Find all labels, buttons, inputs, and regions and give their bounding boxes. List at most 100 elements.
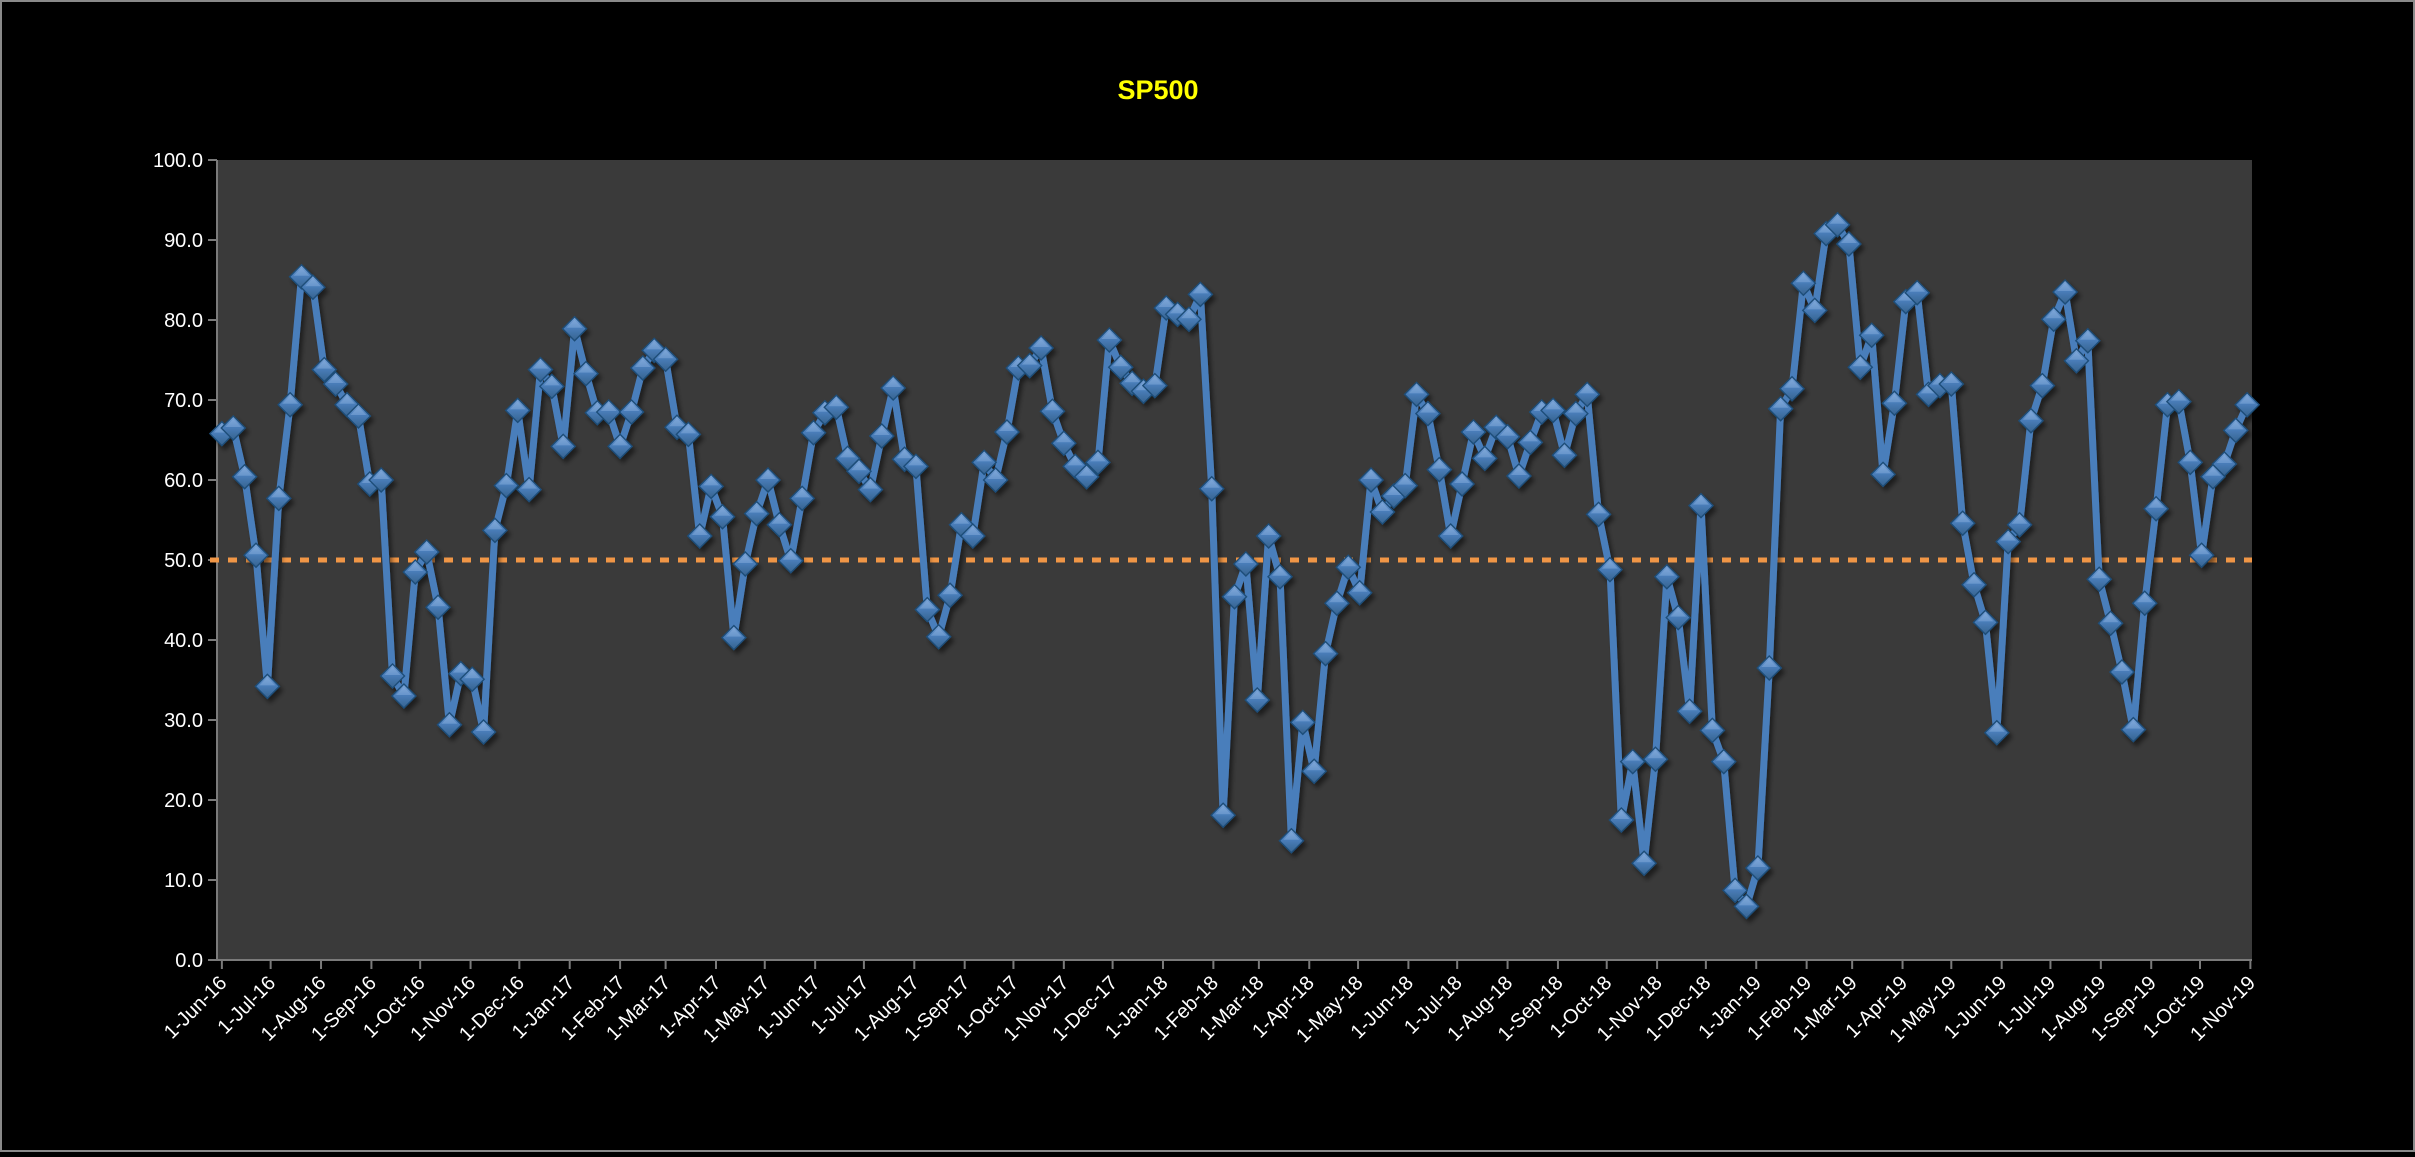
data-point-marker (2108, 659, 2135, 685)
data-point-marker-highlight (1692, 496, 1709, 505)
data-point-marker-highlight (1340, 558, 1357, 567)
data-point-marker (1426, 456, 1453, 483)
y-axis-label: 10.0 (164, 870, 203, 892)
data-point-marker (1744, 855, 1771, 881)
data-point-marker-highlight (1806, 301, 1823, 310)
data-point-marker-highlight (1249, 691, 1266, 699)
data-point-marker (1847, 354, 1874, 381)
data-point-marker (265, 485, 292, 512)
data-point-marker-highlight (1590, 505, 1607, 514)
data-point-marker (425, 594, 452, 621)
data-point-marker (1198, 475, 1225, 502)
data-point-marker-highlight (475, 723, 492, 731)
data-point-marker-highlight (1306, 762, 1323, 771)
data-point-marker-highlight (384, 667, 401, 675)
data-point-marker-highlight (1601, 560, 1618, 569)
data-point-marker-highlight (1044, 402, 1061, 411)
data-point-marker-highlight (976, 453, 993, 462)
data-point-marker-highlight (2068, 351, 2085, 360)
data-point-marker-highlight (236, 467, 253, 476)
data-point-marker-highlight (1966, 575, 1983, 584)
data-point-marker-highlight (1442, 527, 1459, 535)
data-point-marker-highlight (2011, 515, 2028, 524)
data-point-marker-highlight (1385, 487, 1402, 495)
data-point-marker (823, 394, 850, 421)
data-point-marker-highlight (1761, 659, 1778, 667)
data-point-marker-highlight (1055, 434, 1072, 443)
data-point-marker-highlight (2193, 546, 2210, 555)
data-point-marker (390, 683, 417, 709)
data-point-marker (1323, 590, 1350, 617)
data-point-marker (1028, 335, 1055, 361)
data-point-marker (2222, 417, 2249, 444)
data-point-marker (1653, 563, 1680, 590)
data-point-marker-highlight (2045, 310, 2062, 319)
data-point-marker-highlight (862, 480, 879, 489)
data-point-marker-highlight (2034, 376, 2051, 385)
data-point-marker (959, 523, 986, 549)
data-point-marker (1335, 554, 1362, 581)
data-point-marker-highlight (1237, 555, 1254, 563)
data-point-marker (1210, 802, 1237, 829)
data-point-marker-highlight (714, 507, 731, 516)
y-axis-label: 60.0 (164, 470, 203, 492)
data-point-marker-highlight (691, 527, 708, 535)
data-point-marker-highlight (509, 401, 526, 410)
data-point-marker (1460, 419, 1487, 445)
y-axis-label: 20.0 (164, 790, 203, 812)
data-point-marker-highlight (998, 423, 1015, 431)
data-point-marker (1756, 655, 1783, 681)
data-point-marker-highlight (1101, 331, 1118, 339)
data-point-marker (1688, 492, 1714, 519)
data-point-marker-highlight (907, 457, 924, 466)
data-point-marker-highlight (828, 398, 845, 407)
data-point-marker (982, 467, 1009, 493)
data-point-marker-highlight (646, 341, 663, 350)
data-point-marker (1596, 556, 1623, 583)
data-point-marker (732, 551, 759, 577)
data-point-marker (459, 666, 486, 693)
data-point-marker-highlight (1738, 897, 1755, 906)
data-point-marker (686, 523, 713, 549)
data-point-marker (766, 511, 793, 538)
data-point-marker (2165, 388, 2192, 415)
data-point-marker (1016, 352, 1043, 379)
data-point-marker-highlight (339, 395, 356, 404)
data-point-marker-highlight (1863, 326, 1880, 335)
chart-title: SP500 (1117, 75, 1198, 105)
data-point-marker-highlight (1158, 299, 1175, 307)
data-point-marker-highlight (1772, 399, 1789, 408)
data-point-marker (1665, 604, 1692, 631)
x-axis-label: 1-Jun-16 (160, 972, 231, 1043)
data-point-marker-highlight (987, 471, 1004, 479)
data-point-marker-highlight (794, 489, 811, 498)
data-point-marker (572, 360, 599, 387)
data-point-marker (755, 467, 781, 493)
data-point-marker (1642, 746, 1669, 773)
data-point-marker (1403, 381, 1430, 408)
data-point-marker (1232, 551, 1259, 577)
data-point-marker-highlight (441, 715, 458, 724)
data-point-marker (607, 433, 634, 460)
data-point-marker-highlight (1476, 449, 1493, 458)
data-point-marker-highlight (395, 687, 412, 695)
data-point-marker-highlight (1840, 235, 1857, 243)
data-point-marker-highlight (1670, 608, 1687, 617)
data-point-marker (1494, 423, 1521, 450)
data-point-marker-highlight (2216, 455, 2233, 463)
data-point-marker (2086, 566, 2113, 593)
data-point-marker (379, 663, 406, 689)
data-point-marker-highlight (612, 437, 629, 446)
data-point-marker-highlight (2227, 421, 2244, 430)
data-point-marker-highlight (2148, 499, 2165, 508)
data-point-marker-highlight (1579, 385, 1596, 394)
data-point-marker-highlight (2000, 532, 2017, 541)
data-point-marker-highlight (1328, 594, 1345, 603)
data-point-marker-highlight (327, 375, 344, 383)
data-point-marker (402, 559, 429, 585)
data-point-marker (1141, 372, 1168, 399)
data-point-marker-highlight (782, 551, 799, 560)
data-point-marker-highlight (1749, 859, 1766, 867)
data-point-marker (1301, 758, 1328, 785)
